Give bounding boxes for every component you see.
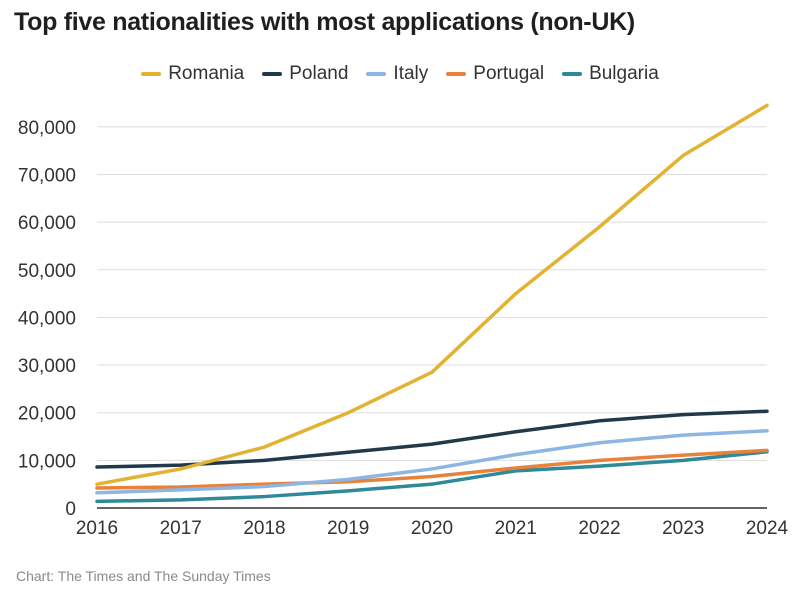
source-credit: Chart: The Times and The Sunday Times [16,568,271,584]
series-line-romania [95,103,769,486]
series-line-bulgaria [95,450,769,504]
y-tick-label: 50,000 [18,261,76,282]
y-tick-label: 0 [65,499,76,520]
legend: Romania Poland Italy Portugal Bulgaria [0,63,800,85]
y-tick-label: 10,000 [18,451,76,472]
legend-item-romania: Romania [141,63,244,85]
x-tick-label: 2023 [662,518,704,539]
y-tick-label: 70,000 [18,165,76,186]
y-tick-label: 20,000 [18,404,76,425]
legend-swatch [262,72,283,76]
legend-item-poland: Poland [262,63,348,85]
legend-item-italy: Italy [366,63,428,85]
x-tick-label: 2024 [746,518,789,539]
legend-label: Portugal [473,63,545,84]
x-tick-label: 2019 [327,518,369,539]
x-tick-label: 2022 [578,518,620,539]
legend-label: Bulgaria [589,63,659,84]
legend-label: Italy [393,63,429,84]
y-tick-label: 40,000 [18,308,76,329]
legend-swatch [562,72,583,76]
y-tick-label: 80,000 [18,118,76,139]
x-tick-label: 2020 [411,518,453,539]
y-tick-label: 30,000 [18,356,76,377]
series-line-poland [95,409,769,469]
legend-item-portugal: Portugal [446,63,544,85]
legend-item-bulgaria: Bulgaria [562,63,659,85]
series-line-portugal [95,448,769,490]
y-tick-label: 60,000 [18,213,76,234]
legend-swatch [446,72,467,76]
series-line-italy [95,429,769,495]
x-tick-label: 2021 [495,518,537,539]
x-tick-label: 2017 [160,518,202,539]
legend-label: Poland [289,63,349,84]
x-tick-label: 2018 [243,518,285,539]
chart-title: Top five nationalities with most applica… [14,8,635,36]
legend-swatch [366,72,387,76]
x-tick-label: 2016 [76,518,118,539]
line-chart: 0 10,000 20,000 30,000 40,000 50,000 60,000 70,… [18,103,789,539]
legend-label: Romania [168,63,245,84]
legend-swatch [141,72,162,76]
